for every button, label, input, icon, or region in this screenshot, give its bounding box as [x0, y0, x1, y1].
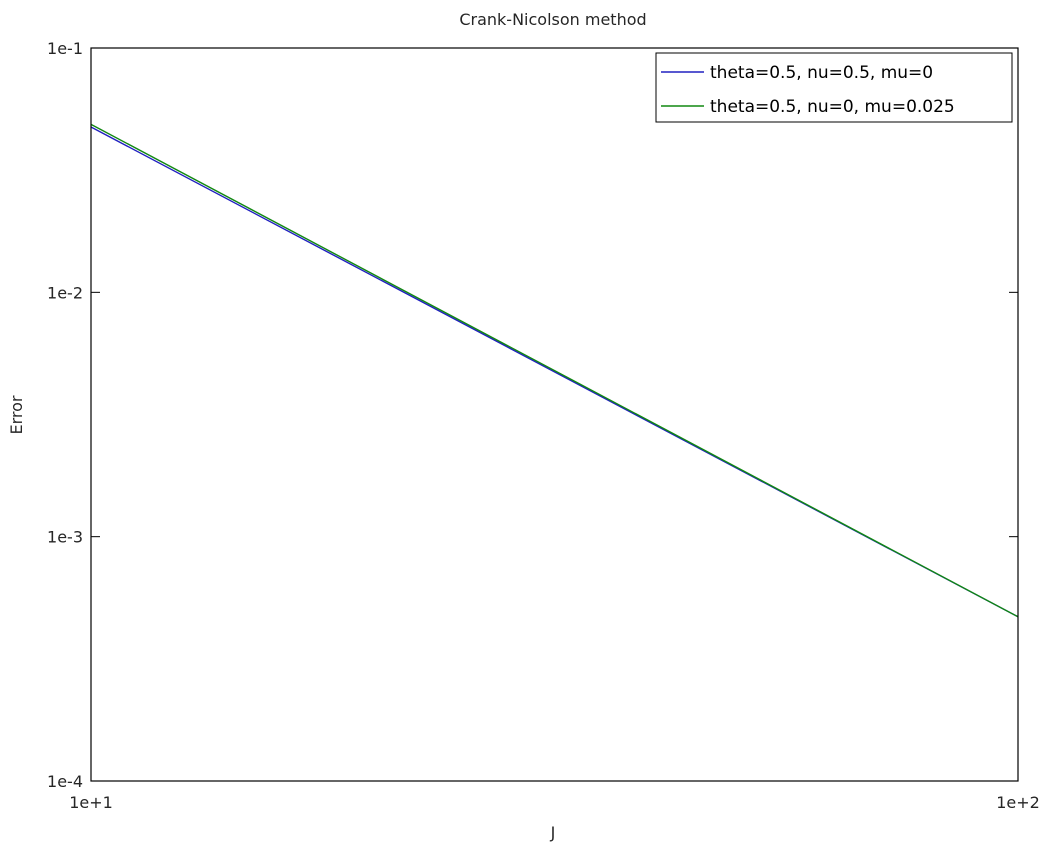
legend-label-2: theta=0.5, nu=0, mu=0.025 — [710, 97, 955, 117]
y-tick-label: 1e-3 — [47, 528, 83, 547]
chart-title: Crank-Nicolson method — [459, 10, 646, 29]
plot-lines — [90, 123, 1019, 618]
ticks — [90, 47, 1019, 782]
plot-frame — [90, 47, 1019, 782]
y-tick-label: 1e-2 — [47, 283, 83, 302]
x-tick-label: 1e+2 — [996, 793, 1040, 812]
y-axis-label: Error — [7, 395, 26, 434]
legend-box — [655, 52, 1013, 123]
x-axis-label: J — [550, 823, 556, 842]
legend: theta=0.5, nu=0.5, mu=0 theta=0.5, nu=0, … — [655, 52, 1013, 123]
tick-labels: 1e-1 1e-2 1e-3 1e-4 1e+1 1e+2 — [47, 39, 1040, 812]
x-tick-label: 1e+1 — [69, 793, 113, 812]
legend-label-1: theta=0.5, nu=0.5, mu=0 — [710, 63, 933, 83]
y-tick-label: 1e-4 — [47, 772, 83, 791]
y-tick-label: 1e-1 — [47, 39, 83, 58]
series-line-2 — [90, 123, 1019, 618]
